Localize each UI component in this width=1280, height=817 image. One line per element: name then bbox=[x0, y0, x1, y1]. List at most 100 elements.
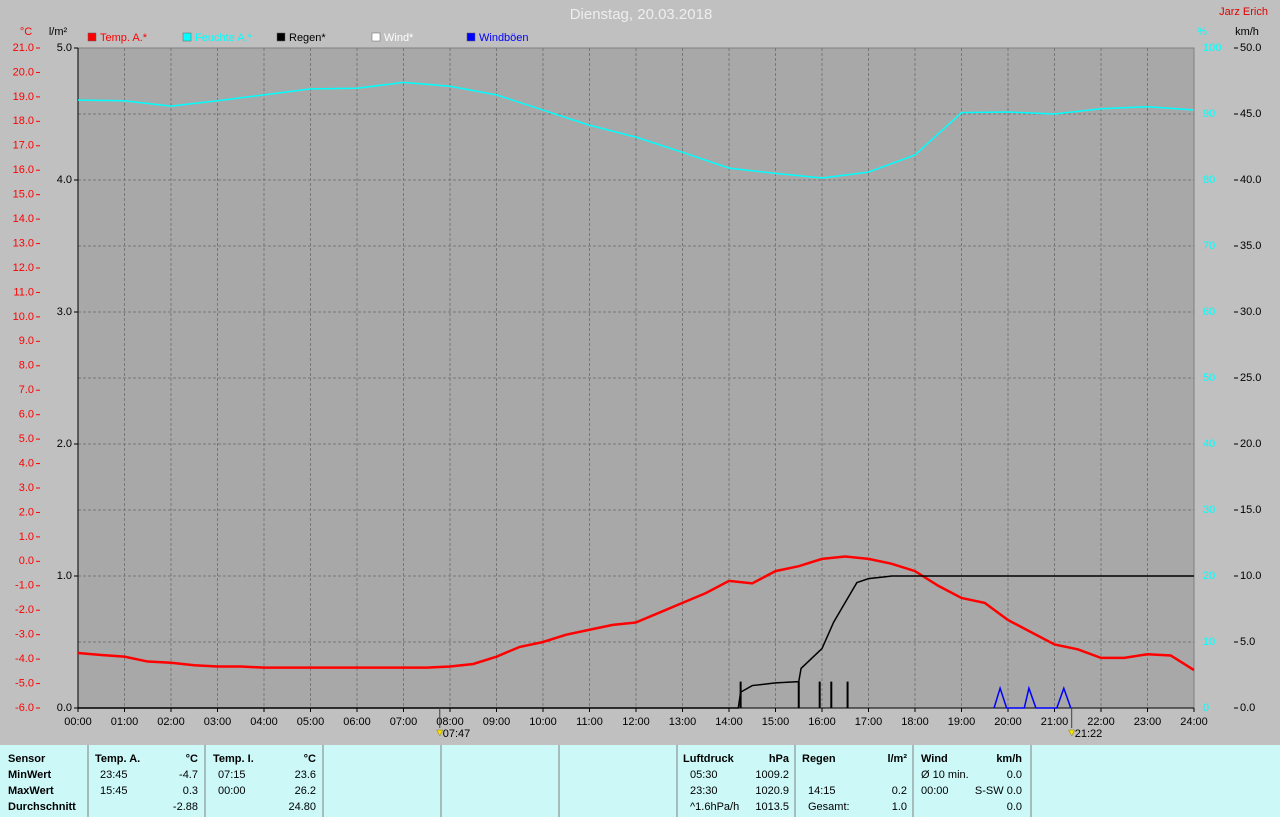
x-tick-label: 01:00 bbox=[111, 716, 139, 728]
y-tick-label: 18.0 bbox=[13, 115, 34, 127]
series-line bbox=[77, 555, 1195, 672]
table-cell: 0.0 bbox=[1007, 769, 1022, 781]
y-tick-label: 17.0 bbox=[13, 140, 34, 152]
table-cell: Gesamt: bbox=[808, 801, 850, 813]
table-header: Wind bbox=[921, 753, 948, 765]
y-tick-label: -6.0 bbox=[15, 702, 34, 714]
author: Jarz Erich bbox=[1219, 6, 1268, 18]
y4-tick-label: 40.0 bbox=[1240, 174, 1261, 186]
x-tick-label: 12:00 bbox=[622, 716, 650, 728]
table-cell: 05:30 bbox=[690, 769, 718, 781]
table-cell: Durchschnitt bbox=[8, 801, 76, 813]
table-cell: 1.0 bbox=[892, 801, 907, 813]
y2-tick-label: 3.0 bbox=[57, 306, 72, 318]
table-header: Temp. I. bbox=[213, 753, 254, 765]
y4-tick-label: 25.0 bbox=[1240, 372, 1261, 384]
table-cell: 23:45 bbox=[100, 769, 128, 781]
x-tick-label: 22:00 bbox=[1087, 716, 1115, 728]
y3-tick-label: 30 bbox=[1203, 504, 1215, 516]
table-cell: 00:00 bbox=[218, 785, 246, 797]
table-cell: 0.2 bbox=[892, 785, 907, 797]
y-tick-label: 7.0 bbox=[19, 384, 34, 396]
chart-title: Dienstag, 20.03.2018 bbox=[570, 6, 713, 23]
table-header: °C bbox=[186, 753, 198, 765]
x-tick-label: 15:00 bbox=[762, 716, 790, 728]
y4-tick-label: 5.0 bbox=[1240, 636, 1255, 648]
y3-tick-label: 70 bbox=[1203, 240, 1215, 252]
x-tick-label: 06:00 bbox=[343, 716, 371, 728]
legend-swatch bbox=[466, 32, 476, 42]
y4-tick-label: 35.0 bbox=[1240, 240, 1261, 252]
table-cell: MaxWert bbox=[8, 785, 54, 797]
x-tick-label: 18:00 bbox=[901, 716, 929, 728]
x-tick-label: 04:00 bbox=[250, 716, 278, 728]
annotation-label: 21:22 bbox=[1075, 728, 1103, 740]
unit-label: l/m² bbox=[49, 26, 68, 38]
x-tick-label: 23:00 bbox=[1134, 716, 1162, 728]
y-tick-label: 0.0 bbox=[19, 555, 34, 567]
x-tick-label: 24:00 bbox=[1180, 716, 1208, 728]
table-header: Luftdruck bbox=[683, 753, 735, 765]
table-cell: -2.88 bbox=[173, 801, 198, 813]
y4-tick-label: 0.0 bbox=[1240, 702, 1255, 714]
y-tick-label: 16.0 bbox=[13, 164, 34, 176]
sun-icon bbox=[1068, 729, 1076, 737]
table-header: Regen bbox=[802, 753, 836, 765]
y-tick-label: 10.0 bbox=[13, 311, 34, 323]
x-tick-label: 21:00 bbox=[1041, 716, 1069, 728]
x-tick-label: 00:00 bbox=[64, 716, 92, 728]
y-tick-label: 4.0 bbox=[19, 457, 34, 469]
legend-swatch bbox=[87, 32, 97, 42]
table-cell: 14:15 bbox=[808, 785, 836, 797]
table-header: hPa bbox=[769, 753, 790, 765]
table-header: Temp. A. bbox=[95, 753, 140, 765]
y3-tick-label: 80 bbox=[1203, 174, 1215, 186]
y3-tick-label: 40 bbox=[1203, 438, 1215, 450]
annotation-label: 07:47 bbox=[443, 728, 471, 740]
y-tick-label: -1.0 bbox=[15, 580, 34, 592]
legend-swatch bbox=[371, 32, 381, 42]
y3-tick-label: 90 bbox=[1203, 108, 1215, 120]
table-cell: S-SW 0.0 bbox=[975, 785, 1022, 797]
legend-label: Windböen bbox=[479, 32, 529, 44]
y4-tick-label: 30.0 bbox=[1240, 306, 1261, 318]
y-tick-label: 20.0 bbox=[13, 66, 34, 78]
y4-tick-label: 50.0 bbox=[1240, 42, 1261, 54]
table-cell: 23:30 bbox=[690, 785, 718, 797]
unit-label: % bbox=[1197, 26, 1207, 38]
y3-tick-label: 20 bbox=[1203, 570, 1215, 582]
y3-tick-label: 60 bbox=[1203, 306, 1215, 318]
y2-tick-label: 5.0 bbox=[57, 42, 72, 54]
table-header: Sensor bbox=[8, 753, 46, 765]
table-header: km/h bbox=[996, 753, 1022, 765]
y3-tick-label: 50 bbox=[1203, 372, 1215, 384]
x-tick-label: 11:00 bbox=[576, 716, 603, 728]
table-cell: MinWert bbox=[8, 769, 52, 781]
table-cell: ^1.6hPa/h bbox=[690, 801, 739, 813]
x-tick-label: 10:00 bbox=[529, 716, 557, 728]
y-tick-label: 15.0 bbox=[13, 189, 34, 201]
table-cell: 15:45 bbox=[100, 785, 128, 797]
y2-tick-label: 2.0 bbox=[57, 438, 72, 450]
y-tick-label: 13.0 bbox=[13, 237, 34, 249]
legend-label: Feuchte A.* bbox=[195, 32, 253, 44]
y4-tick-label: 15.0 bbox=[1240, 504, 1261, 516]
table-cell: 1009.2 bbox=[755, 769, 789, 781]
y3-tick-label: 100 bbox=[1203, 42, 1221, 54]
legend-swatch bbox=[182, 32, 192, 42]
x-tick-label: 14:00 bbox=[715, 716, 743, 728]
table-cell: 26.2 bbox=[295, 785, 316, 797]
y-tick-label: 2.0 bbox=[19, 506, 34, 518]
y-tick-label: 3.0 bbox=[19, 482, 34, 494]
y-tick-label: -2.0 bbox=[15, 604, 34, 616]
table-cell: 24.80 bbox=[288, 801, 316, 813]
unit-label: km/h bbox=[1235, 26, 1259, 38]
y2-tick-label: 4.0 bbox=[57, 174, 72, 186]
y4-tick-label: 20.0 bbox=[1240, 438, 1261, 450]
legend-label: Regen* bbox=[289, 32, 326, 44]
table-cell: 07:15 bbox=[218, 769, 246, 781]
x-tick-label: 17:00 bbox=[855, 716, 883, 728]
table-cell: 23.6 bbox=[295, 769, 316, 781]
